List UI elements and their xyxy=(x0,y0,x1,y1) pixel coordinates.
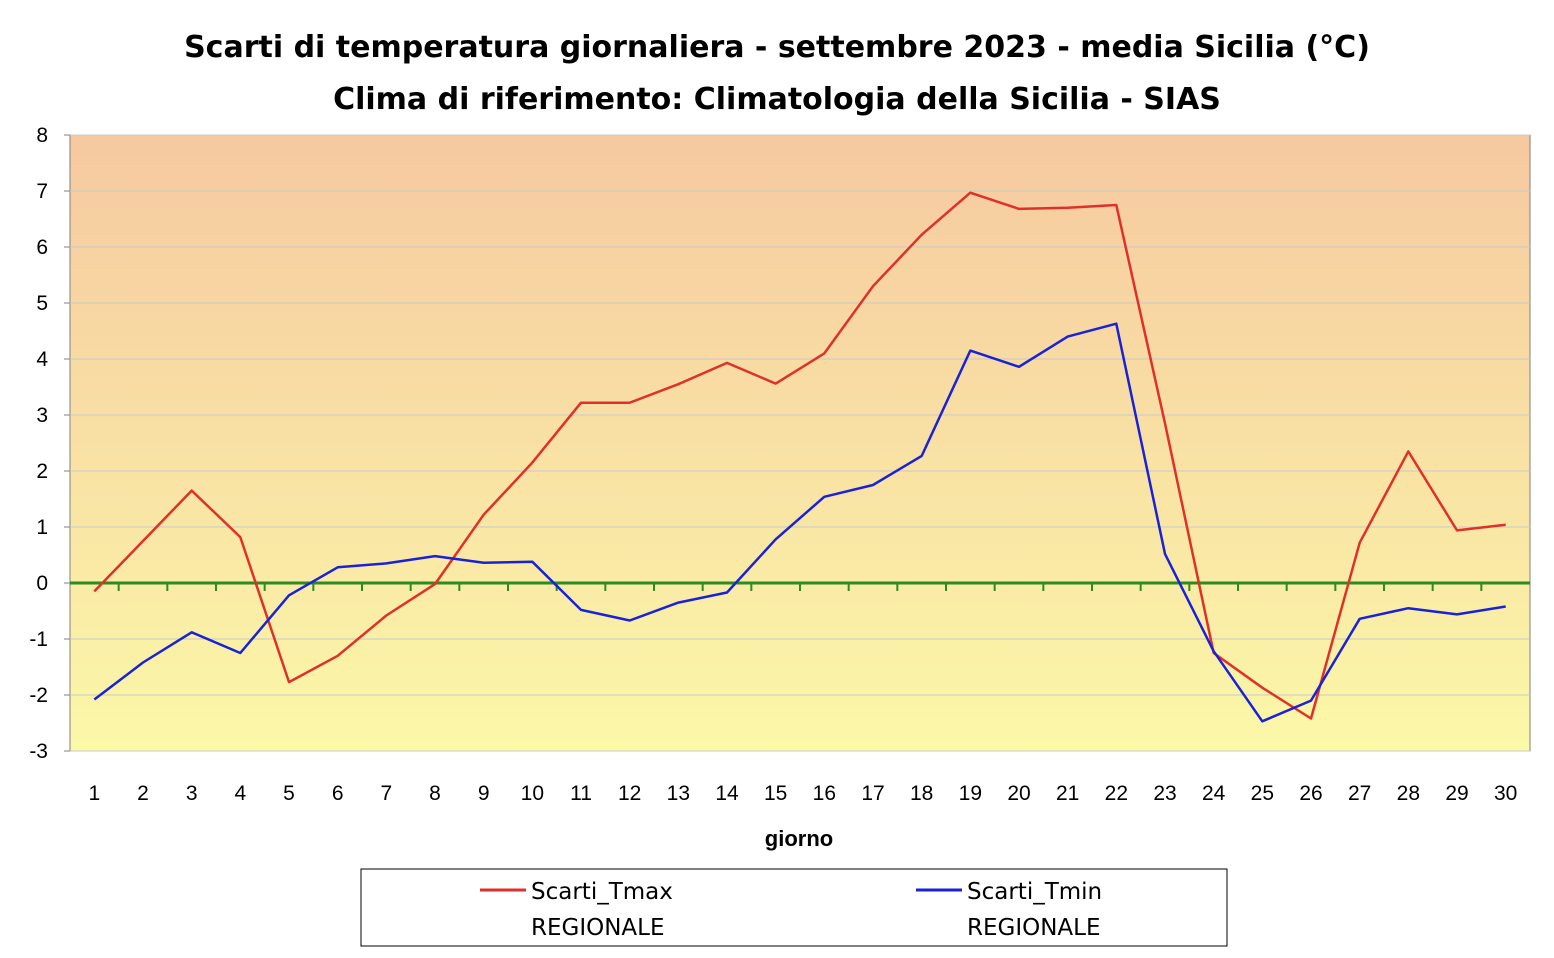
x-tick-label: 20 xyxy=(1007,782,1030,805)
x-tick-label: 15 xyxy=(764,782,787,805)
x-tick-label: 19 xyxy=(959,782,982,805)
y-tick-label: 5 xyxy=(36,292,48,315)
x-tick-label: 13 xyxy=(667,782,690,805)
x-tick-label: 1 xyxy=(88,782,100,805)
plot-area xyxy=(69,134,1531,752)
x-tick-label: 11 xyxy=(570,782,592,805)
x-tick-label: 9 xyxy=(478,782,490,805)
y-tick-label: 2 xyxy=(36,460,48,483)
x-tick-label: 25 xyxy=(1251,782,1274,805)
x-tick-label: 2 xyxy=(137,782,149,805)
x-tick-label: 24 xyxy=(1202,782,1226,805)
y-tick-label: 4 xyxy=(36,348,48,371)
y-tick-label: -2 xyxy=(29,684,48,707)
x-tick-label: 21 xyxy=(1056,782,1079,805)
y-tick-label: 6 xyxy=(36,236,48,259)
series-line-tmax xyxy=(93,191,1506,720)
x-tick-label: 16 xyxy=(813,782,836,805)
y-tick-label: 7 xyxy=(36,180,48,203)
x-tick-label: 18 xyxy=(910,782,933,805)
x-tick-label: 8 xyxy=(429,782,441,805)
x-tick-label: 26 xyxy=(1299,782,1322,805)
x-tick-label: 5 xyxy=(283,782,295,805)
y-tick-label: 0 xyxy=(36,572,48,595)
x-tick-label: 7 xyxy=(380,782,392,805)
x-tick-label: 17 xyxy=(861,782,884,805)
y-tick-label: -3 xyxy=(29,740,48,763)
x-tick-label: 3 xyxy=(186,782,198,805)
x-tick-label: 4 xyxy=(234,782,246,805)
x-tick-label: 14 xyxy=(715,782,739,805)
legend-label-tmin-sub: REGIONALE xyxy=(967,915,1101,941)
legend-label-tmax-sub: REGIONALE xyxy=(531,915,665,941)
series-line-tmin xyxy=(93,322,1506,723)
legend-box xyxy=(360,868,1228,947)
y-tick-label: 1 xyxy=(36,516,48,539)
chart-title: Scarti di temperatura giornaliera - sett… xyxy=(184,30,1370,65)
x-tick-label: 30 xyxy=(1494,782,1517,805)
x-axis-label: giorno xyxy=(765,826,833,851)
x-tick-label: 28 xyxy=(1397,782,1420,805)
y-tick-label: 3 xyxy=(36,404,48,427)
x-tick-label: 6 xyxy=(332,782,344,805)
x-tick-label: 22 xyxy=(1105,782,1128,805)
chart-subtitle: Clima di riferimento: Climatologia della… xyxy=(333,82,1221,117)
y-tick-label: -1 xyxy=(29,628,48,651)
legend-label-tmax: Scarti_Tmax xyxy=(531,879,673,905)
x-tick-label: 29 xyxy=(1445,782,1468,805)
x-tick-label: 23 xyxy=(1153,782,1176,805)
legend: Scarti_Tmax REGIONALE Scarti_Tmin REGION… xyxy=(360,868,1228,947)
x-tick-label: 10 xyxy=(521,782,544,805)
x-tick-label: 12 xyxy=(618,782,641,805)
legend-label-tmin: Scarti_Tmin xyxy=(967,879,1102,905)
x-tick-label: 27 xyxy=(1348,782,1371,805)
y-tick-label: 8 xyxy=(36,124,48,147)
